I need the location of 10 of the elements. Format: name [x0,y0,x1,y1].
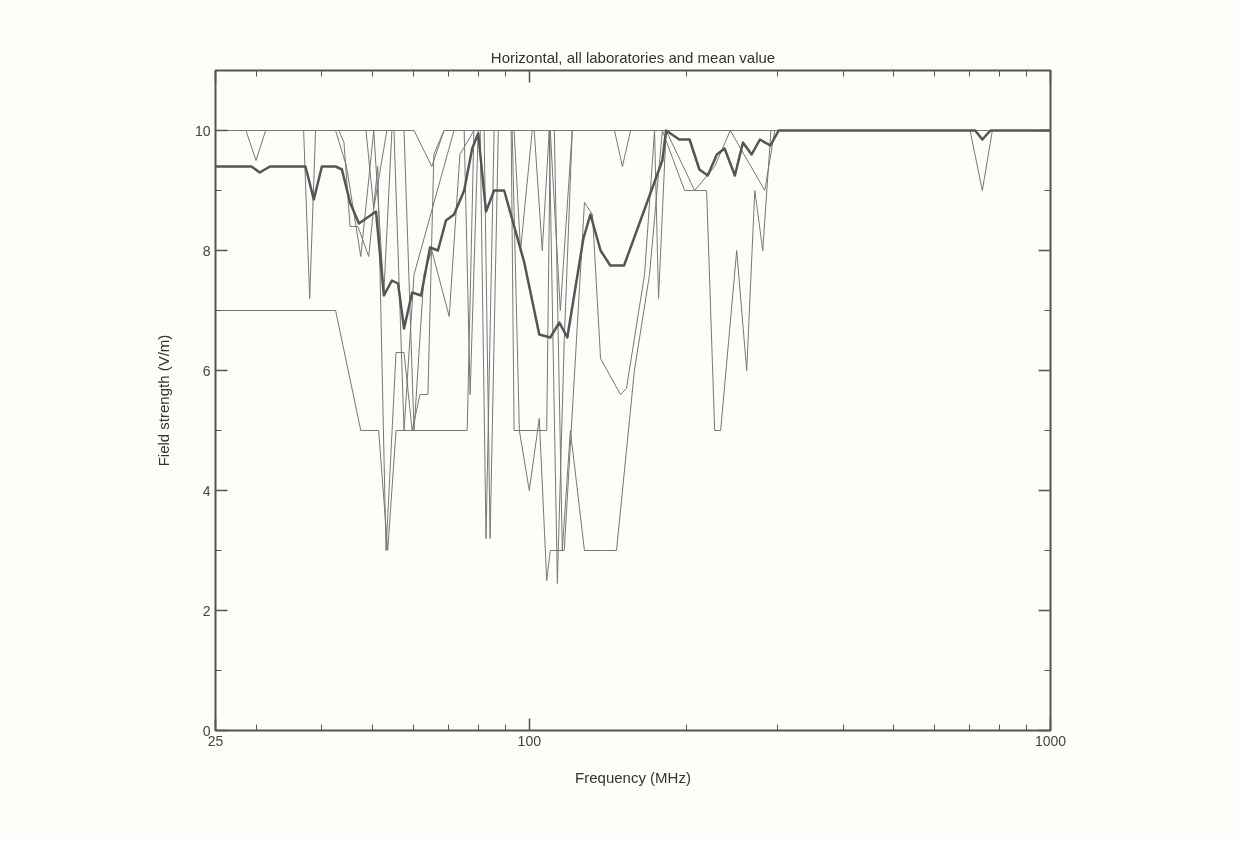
y-tick-label: 8 [202,242,211,259]
y-tick-label: 6 [202,362,211,379]
y-tick-label: 10 [194,122,211,139]
y-tick-label: 2 [202,602,211,619]
chart-title: Horizontal, all laboratories and mean value [490,48,776,66]
y-tick-label: 4 [202,482,211,499]
x-tick-label: 1000 [1034,732,1067,749]
x-tick-label: 100 [517,732,542,749]
x-axis-title: Frequency (MHz) [575,768,691,786]
y-axis-title: Field strength (V/m) [154,334,172,467]
